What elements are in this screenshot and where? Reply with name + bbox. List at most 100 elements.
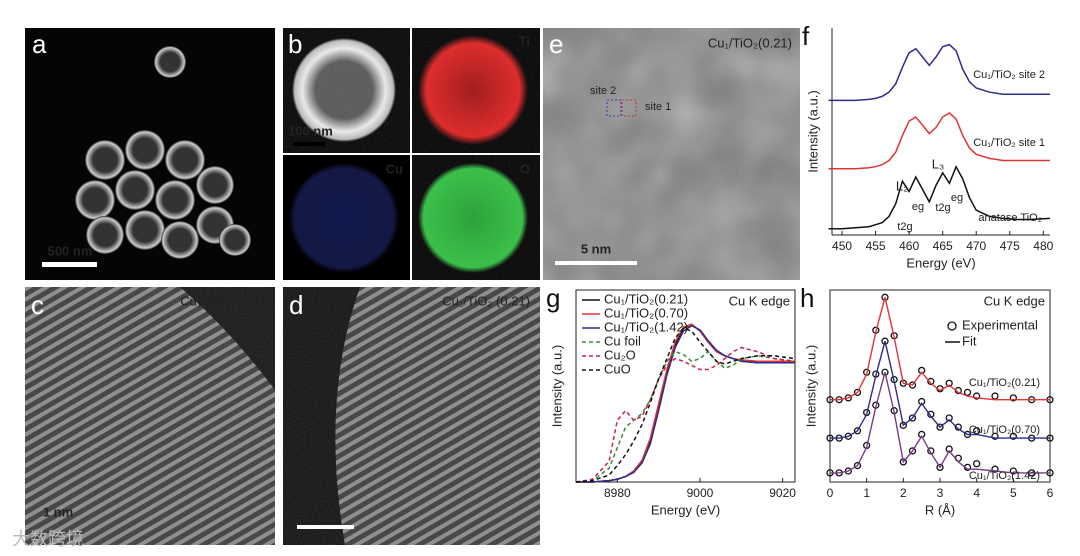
annotation: eg bbox=[912, 201, 924, 213]
series-label: Cu₁/TiO₂ site 1 bbox=[973, 137, 1045, 149]
panel-label: f bbox=[802, 21, 810, 51]
experimental-point bbox=[954, 423, 962, 431]
sphere bbox=[289, 163, 399, 273]
experimental-point bbox=[963, 388, 972, 397]
panel-c: c Cu₁/TiO₂ (0.70) 1 nm bbox=[25, 287, 275, 545]
annotation: L₂ bbox=[896, 178, 908, 193]
x-tick-label: 450 bbox=[832, 239, 852, 253]
x-tick-label: 4 bbox=[973, 486, 980, 500]
legend-label: Cu₁/TiO₂(1.42) bbox=[604, 319, 688, 334]
map-label: O bbox=[520, 161, 530, 176]
experimental-point bbox=[927, 410, 935, 418]
x-axis-label: R (Å) bbox=[925, 502, 955, 517]
series-line bbox=[828, 164, 1051, 230]
scale-label: 5 nm bbox=[581, 241, 611, 256]
series-label: Cu₁/TiO₂ site 2 bbox=[973, 69, 1045, 81]
legend-label: Cu₂O bbox=[604, 347, 636, 362]
legend-label: Experimental bbox=[962, 317, 1038, 332]
scale-label: 1 nm bbox=[43, 504, 73, 519]
noise bbox=[283, 28, 410, 153]
noise bbox=[412, 28, 540, 280]
legend-swatch bbox=[947, 321, 957, 331]
legend-label: Cu foil bbox=[604, 333, 641, 348]
particle bbox=[154, 46, 186, 78]
sample-label: Cu₁/TiO₂(0.21) bbox=[708, 35, 792, 50]
legend-label: Cu₁/TiO₂(0.21) bbox=[604, 291, 688, 306]
map-label: Cu bbox=[386, 161, 403, 176]
scale-bar bbox=[555, 261, 637, 265]
experimental-point bbox=[1009, 467, 1017, 475]
x-tick-label: 2 bbox=[900, 486, 907, 500]
x-tick-label: 455 bbox=[866, 239, 886, 253]
x-tick-label: 0 bbox=[827, 486, 834, 500]
scale-bar bbox=[293, 142, 325, 146]
x-axis-label: Energy (eV) bbox=[651, 502, 720, 517]
experimental-point bbox=[991, 392, 999, 400]
experimental-point bbox=[908, 414, 917, 422]
panel-label: b bbox=[288, 29, 302, 59]
scale-bar bbox=[42, 262, 97, 267]
noise bbox=[543, 28, 800, 280]
x-axis-label: Energy (eV) bbox=[906, 255, 975, 270]
experimental-point bbox=[973, 460, 981, 468]
cluster bbox=[75, 130, 251, 259]
watermark: 大数跨境 bbox=[12, 529, 84, 549]
x-tick-label: 475 bbox=[1000, 239, 1020, 253]
y-axis-label: Intensity (a.u.) bbox=[803, 345, 818, 427]
series-line bbox=[828, 43, 1050, 102]
panel-b: b 100 nm Ti Cu O bbox=[283, 28, 540, 280]
scale-label: 100 nm bbox=[288, 123, 333, 138]
experimental-point bbox=[991, 432, 999, 440]
x-tick-label: 465 bbox=[933, 239, 953, 253]
x-tick-label: 6 bbox=[1047, 486, 1054, 500]
annotation: eg bbox=[951, 192, 963, 204]
panel-label: h bbox=[800, 283, 814, 313]
noise bbox=[25, 287, 275, 545]
x-tick-label: 5 bbox=[1010, 486, 1017, 500]
experimental-point bbox=[936, 423, 944, 431]
panel-label: a bbox=[32, 29, 47, 59]
series-label: anatase TiO₂ bbox=[978, 212, 1042, 224]
legend-label: CuO bbox=[604, 361, 631, 376]
experimental-point bbox=[945, 379, 953, 387]
scale-bar bbox=[297, 525, 354, 529]
fit-line bbox=[830, 341, 1050, 439]
y-axis-label: Intensity (a.u.) bbox=[549, 345, 564, 427]
annotation: L₃ bbox=[932, 156, 945, 171]
legend-label: Fit bbox=[962, 333, 977, 348]
legend-label: Cu₁/TiO₂(0.70) bbox=[604, 305, 688, 320]
x-tick-label: 8980 bbox=[604, 486, 631, 500]
panel-label: d bbox=[289, 290, 303, 320]
scale-label: 500 nm bbox=[48, 243, 93, 258]
sample-label: Cu₁/TiO₂(1.42) bbox=[969, 470, 1040, 482]
experimental-point bbox=[991, 465, 999, 473]
experimental-point bbox=[853, 388, 862, 397]
annotation: t2g bbox=[935, 202, 950, 214]
plot-frame bbox=[575, 289, 796, 483]
x-tick-label: 460 bbox=[899, 239, 919, 253]
annotation: t2g bbox=[897, 221, 912, 233]
experimental-point bbox=[908, 447, 917, 455]
chart-title: Cu K edge bbox=[984, 293, 1045, 308]
x-tick-label: 480 bbox=[1033, 239, 1053, 253]
x-tick-label: 9000 bbox=[687, 486, 714, 500]
site-box bbox=[606, 99, 622, 117]
experimental-point bbox=[853, 461, 862, 470]
panel-label: c bbox=[31, 290, 44, 320]
panel-a: a 500 nm bbox=[25, 28, 275, 280]
series-line bbox=[828, 111, 1050, 170]
map-label: Ti bbox=[519, 33, 530, 48]
sample-label: Cu₁/TiO₂ (0.70) bbox=[180, 293, 268, 308]
series-line bbox=[575, 327, 796, 483]
panel-label: g bbox=[546, 283, 560, 313]
experimental-point bbox=[973, 392, 981, 400]
series-line bbox=[575, 346, 796, 483]
experimental-point bbox=[1009, 432, 1017, 440]
sample-label: Cu₁/TiO₂(0.21) bbox=[969, 377, 1040, 389]
panel-label: e bbox=[549, 29, 563, 59]
fit-line bbox=[830, 372, 1050, 474]
x-tick-label: 1 bbox=[863, 486, 870, 500]
series-line bbox=[575, 350, 796, 483]
x-tick-label: 3 bbox=[937, 486, 944, 500]
